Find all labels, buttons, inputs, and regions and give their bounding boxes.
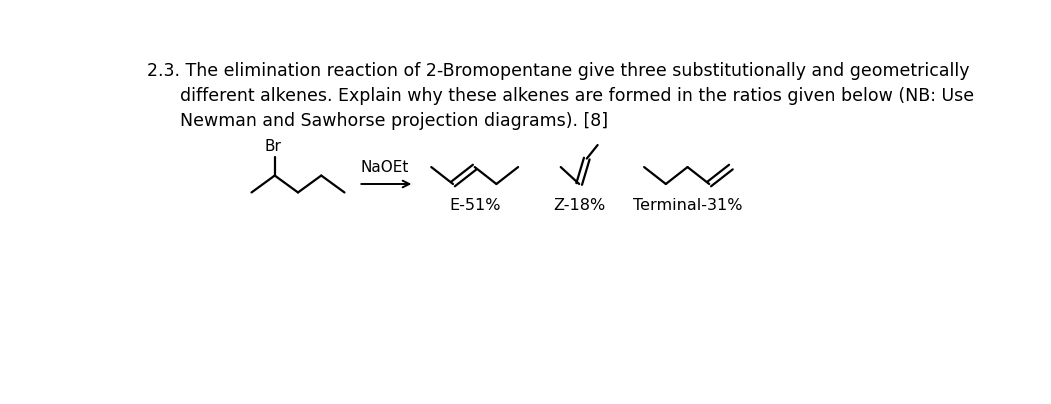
Text: NaOEt: NaOEt xyxy=(360,160,409,175)
Text: Terminal-31%: Terminal-31% xyxy=(633,198,742,213)
Text: Z-18%: Z-18% xyxy=(553,198,605,213)
Text: Br: Br xyxy=(265,139,282,154)
Text: 2.3. The elimination reaction of 2-Bromopentane give three substitutionally and : 2.3. The elimination reaction of 2-Bromo… xyxy=(147,62,969,80)
Text: E-51%: E-51% xyxy=(449,198,500,213)
Text: Newman and Sawhorse projection diagrams). [8]: Newman and Sawhorse projection diagrams)… xyxy=(147,112,607,130)
Text: different alkenes. Explain why these alkenes are formed in the ratios given belo: different alkenes. Explain why these alk… xyxy=(147,87,974,105)
